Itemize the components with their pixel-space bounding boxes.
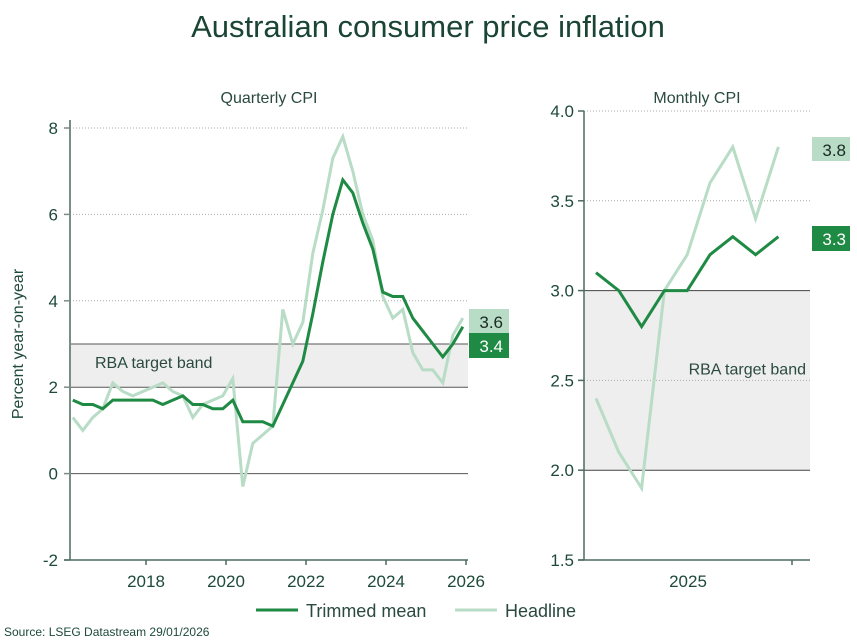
end-label-trimmed-mean: 3.4 [479, 337, 503, 356]
source-note: Source: LSEG Datastream 29/01/2026 [4, 625, 210, 639]
x-tick-label: 2024 [367, 572, 405, 591]
y-tick-label: 2.5 [550, 371, 574, 390]
x-tick-label: 2026 [447, 572, 485, 591]
y-tick-label: 8 [49, 119, 58, 138]
end-label-box-trimmed-mean [469, 333, 509, 358]
x-tick-label: 2022 [287, 572, 325, 591]
y-tick-label: 3.5 [550, 192, 574, 211]
end-label-trimmed-mean: 3.3 [822, 230, 846, 249]
y-tick-label: 6 [49, 205, 58, 224]
y-tick-label: 2 [49, 378, 58, 397]
y-tick-label: 1.5 [550, 551, 574, 570]
end-label-headline: 3.6 [479, 313, 503, 332]
end-label-box-headline [812, 137, 850, 161]
y-tick-label: 0 [49, 465, 58, 484]
monthly-panel-title: Monthly CPI [653, 90, 740, 107]
end-label-headline: 3.8 [822, 141, 846, 160]
legend-label-headline: Headline [505, 601, 576, 621]
quarterly-cpi-panel: Quarterly CPI Percent year-on-year RBA t… [10, 90, 509, 591]
rba-target-band-label: RBA target band [95, 355, 212, 372]
x-tick-label: 2018 [127, 572, 165, 591]
x-tick-label: 2020 [207, 572, 245, 591]
legend-label-trimmed-mean: Trimmed mean [306, 601, 426, 621]
series-line-trimmed-mean [72, 176, 465, 429]
monthly-cpi-panel: Monthly CPI RBA target band 1.5 2.0 2.5 3.0… [550, 90, 850, 591]
series-line-headline [71, 132, 465, 487]
y-tick-label: -2 [43, 551, 58, 570]
y-tick-label: 3.0 [550, 282, 574, 301]
end-label-box-headline [469, 309, 509, 333]
rba-target-band [584, 290, 810, 471]
series-line-headline [594, 143, 780, 493]
y-axis-label: Percent year-on-year [10, 268, 27, 419]
y-tick-label: 4 [49, 292, 58, 311]
y-tick-label: 4.0 [550, 102, 574, 121]
series-line-trimmed-mean [595, 234, 780, 330]
legend: Trimmed mean Headline [256, 601, 576, 621]
y-tick-label: 2.0 [550, 461, 574, 480]
rba-target-band-label: RBA target band [689, 361, 806, 378]
chart-title: Australian consumer price inflation [191, 9, 665, 44]
x-tick-label: 2025 [669, 572, 707, 591]
end-label-box-trimmed-mean [812, 226, 850, 251]
rba-target-band [70, 344, 468, 388]
quarterly-panel-title: Quarterly CPI [221, 90, 318, 107]
